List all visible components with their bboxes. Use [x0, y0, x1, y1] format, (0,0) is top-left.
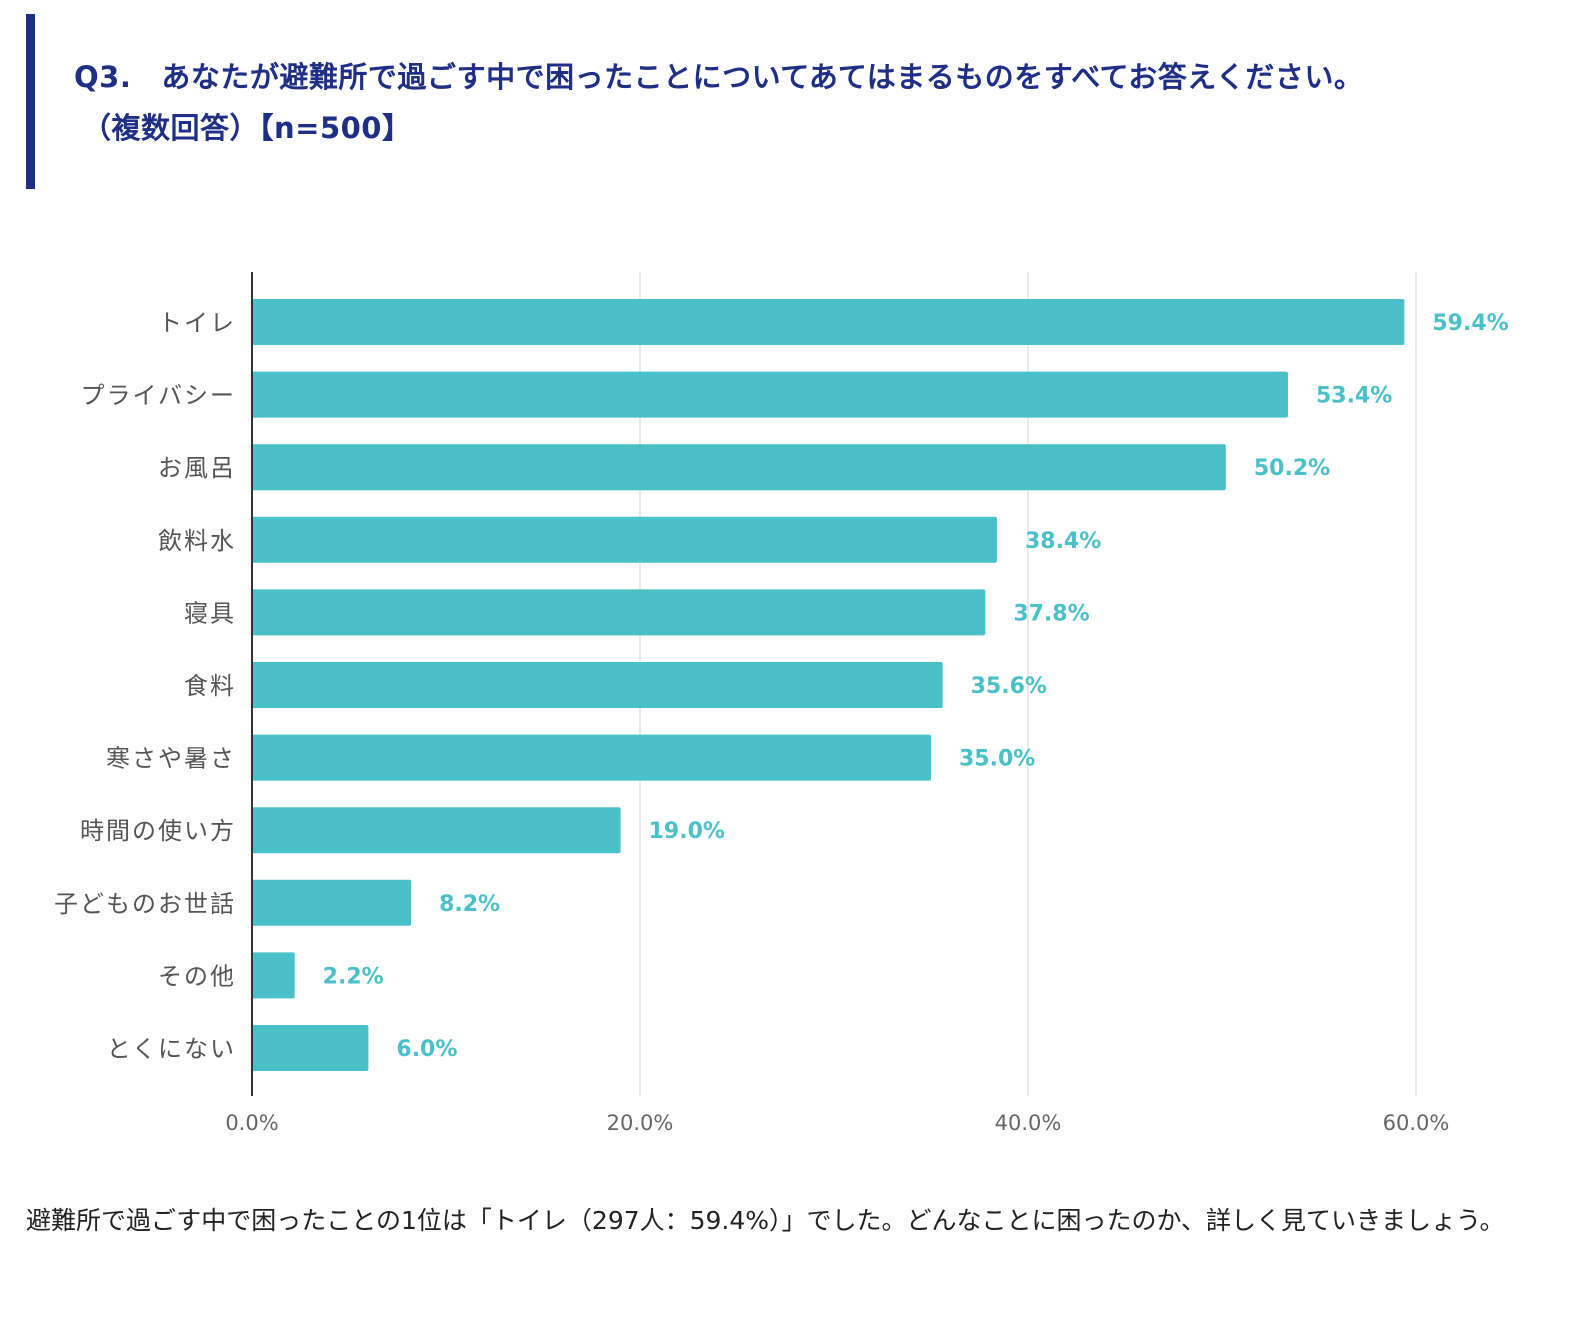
value-label: 37.8% — [1013, 601, 1089, 626]
summary-paragraph: 避難所で過ごす中で困ったことの1位は「トイレ（297人：59.4%）」でした。ど… — [26, 1206, 1505, 1235]
category-label: 子どものお世話 — [54, 890, 236, 918]
category-label: とくにない — [107, 1035, 236, 1063]
tick-label: 0.0% — [225, 1111, 278, 1135]
bar — [252, 1025, 369, 1071]
bar-chart: トイレ 59.4% プライバシー 53.4% お風呂 50.2% 飲料水 38.4% 寝具 37.… — [0, 260, 1580, 1170]
question-note: （複数回答）【n=500】 — [82, 111, 412, 145]
question-text: あなたが避難所で過ごす中で困ったことについてあてはまるものをすべてお答えください… — [161, 60, 1364, 94]
bar — [252, 589, 986, 636]
value-label: 35.6% — [971, 674, 1047, 699]
value-label: 35.0% — [959, 747, 1035, 772]
value-label: 53.4% — [1316, 384, 1392, 409]
bar — [252, 444, 1226, 491]
value-label: 38.4% — [1025, 529, 1101, 554]
bar — [252, 299, 1405, 345]
category-label: 寝具 — [184, 599, 236, 627]
bar — [252, 879, 412, 926]
tick-label: 20.0% — [607, 1111, 674, 1135]
value-label: 8.2% — [439, 892, 500, 917]
value-label: 50.2% — [1254, 456, 1330, 481]
category-label: トイレ — [158, 309, 236, 337]
heading-accent-bar — [26, 14, 35, 189]
value-label: 59.4% — [1432, 311, 1508, 336]
value-label: 19.0% — [649, 819, 725, 844]
bar — [252, 952, 295, 999]
question-heading: Q3. あなたが避難所で過ごす中で困ったことについてあてはまるものをすべてお答えく… — [74, 52, 1544, 154]
category-label: 寒さや暑さ — [106, 745, 236, 773]
tick-label: 60.0% — [1383, 1111, 1450, 1135]
bar — [252, 662, 943, 708]
question-number: Q3. — [74, 60, 132, 94]
category-label: お風呂 — [158, 454, 236, 482]
category-label: 時間の使い方 — [80, 817, 236, 845]
bar — [252, 734, 931, 781]
value-label: 6.0% — [396, 1037, 457, 1062]
bar — [252, 516, 997, 563]
value-label: 2.2% — [323, 964, 384, 989]
category-label: その他 — [158, 962, 236, 990]
category-label: プライバシー — [80, 382, 236, 410]
category-label: 飲料水 — [158, 527, 236, 555]
bar — [252, 807, 621, 854]
category-label: 食料 — [184, 672, 236, 700]
bar — [252, 371, 1288, 418]
tick-label: 40.0% — [995, 1111, 1062, 1135]
